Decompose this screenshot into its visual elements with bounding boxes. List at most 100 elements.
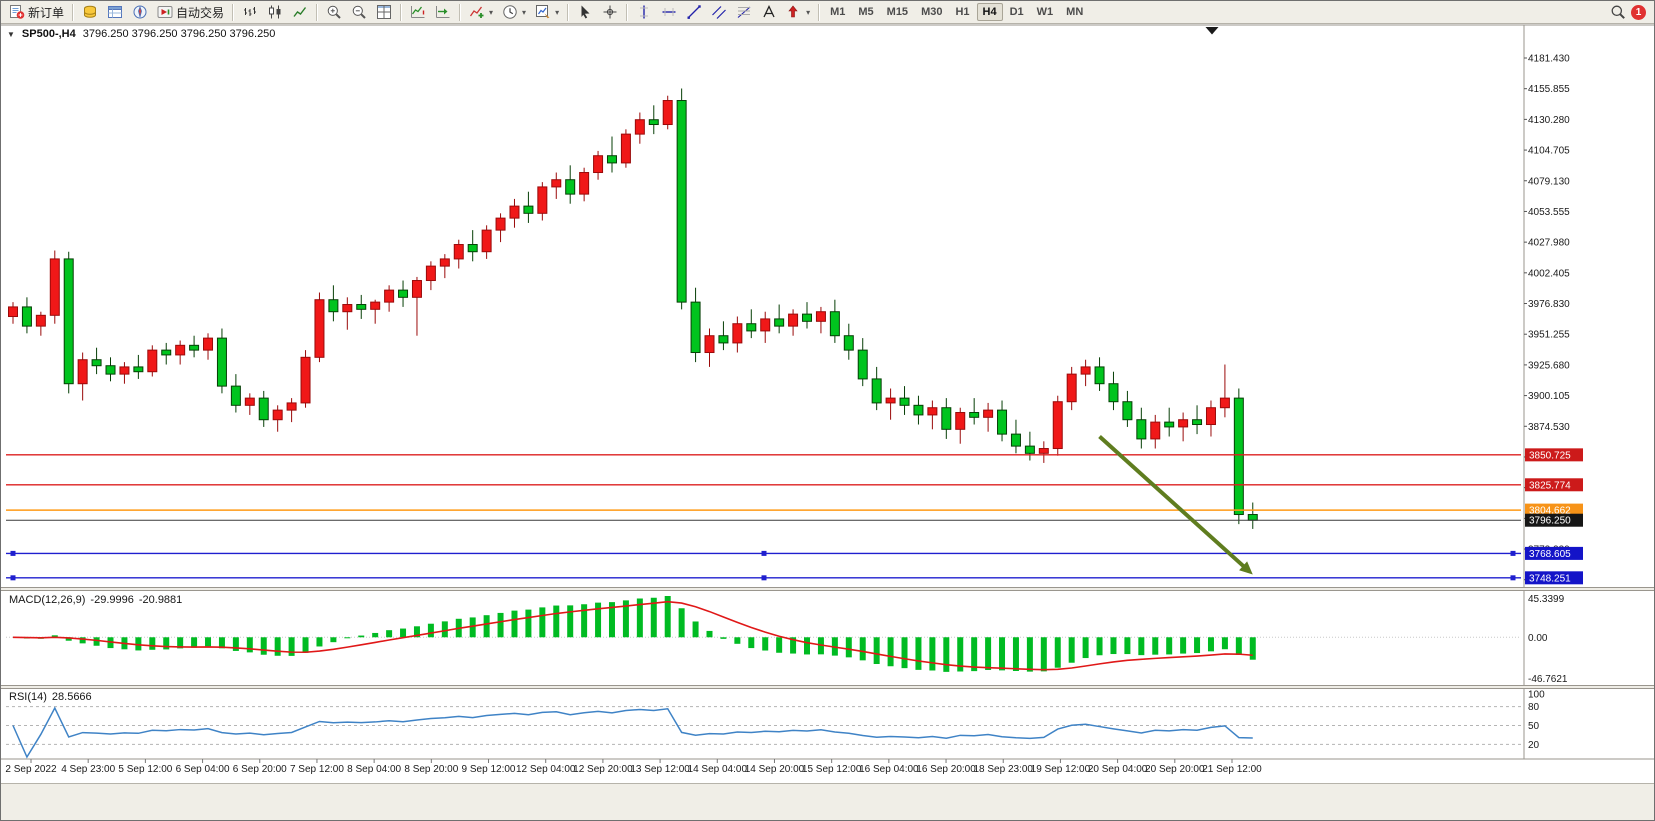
timeframe-D1-button[interactable]: D1	[1009, 6, 1024, 18]
dropdown-caret-icon: ▾	[555, 7, 560, 17]
timeframe-M30-button[interactable]: M30	[921, 6, 943, 18]
macd-indicator-label: MACD(12,26,9) -29.9996 -20.9881	[9, 594, 187, 606]
toolbar-cursor-tool-button[interactable]	[573, 2, 597, 22]
toolbar-separator	[818, 3, 821, 21]
panel-splitter[interactable]	[1, 587, 1655, 591]
candle-body	[997, 409, 1008, 435]
price-tag	[1525, 571, 1583, 585]
candle-body	[314, 299, 325, 358]
candle-body	[955, 412, 966, 430]
candle-body	[927, 407, 938, 416]
dropdown-caret-icon: ▾	[522, 7, 527, 17]
timeframe-M5-button[interactable]: M5	[858, 6, 874, 18]
candle-body	[871, 378, 882, 404]
toolbar-data-window-button[interactable]	[103, 2, 127, 22]
price-tick-label: 4027.980	[1528, 238, 1570, 249]
toolbar-chart-shift-button[interactable]	[431, 2, 455, 22]
toolbar-candlestick-mode-button[interactable]	[263, 2, 287, 22]
chartshift-icon	[435, 4, 451, 20]
timeframe-H4-button[interactable]: H4	[976, 3, 1003, 21]
line-handle[interactable]	[10, 550, 16, 556]
candle-body	[1178, 419, 1189, 428]
trend-arrow-shaft[interactable]	[1098, 435, 1247, 570]
candle-body	[1247, 514, 1258, 521]
toolbar-navigator-button[interactable]	[128, 2, 152, 22]
toolbar-indicators-list-button[interactable]: ▾	[465, 2, 497, 22]
candle-body	[1150, 421, 1161, 440]
price-tick-label: 4130.280	[1528, 115, 1570, 126]
panel-splitter[interactable]	[1, 685, 1655, 689]
candle-body	[1122, 401, 1133, 421]
rsi-value: 28.5666	[51, 691, 92, 703]
candle-body	[969, 412, 980, 418]
toolbar-arrows-tool-button[interactable]: ▾	[782, 2, 814, 22]
toolbar-templates-button[interactable]: ▾	[531, 2, 563, 22]
symbol-search-button[interactable]	[1606, 2, 1630, 22]
toolbar-zoom-out-button[interactable]	[347, 2, 371, 22]
chart-title-bar: ▼ SP500-,H4 3796.250 3796.250 3796.250 3…	[7, 28, 275, 40]
macd-signal-line	[12, 600, 1253, 671]
candle-body	[1164, 421, 1175, 428]
candle-body	[63, 258, 74, 385]
notification-badge[interactable]: 1	[1631, 4, 1646, 20]
toolbar-market-watch-button[interactable]	[78, 2, 102, 22]
hline-icon	[661, 4, 677, 20]
time-axis-label: 12 Sep 20:00	[573, 764, 633, 775]
candle-body	[133, 366, 144, 373]
candle-body	[606, 155, 617, 164]
line-handle[interactable]	[1510, 575, 1516, 581]
toolbar-crosshair-tool-button[interactable]	[598, 2, 622, 22]
toolbar-horizontal-line-tool-button[interactable]	[657, 2, 681, 22]
candle-body	[1080, 366, 1091, 375]
timeframe-M15-button[interactable]: M15	[886, 6, 909, 18]
toolbar-auto-scroll-button[interactable]	[406, 2, 430, 22]
candle-body	[857, 349, 868, 380]
candle-body	[328, 299, 339, 313]
time-axis-label: 6 Sep 20:00	[233, 764, 287, 775]
toolbar-bar-chart-mode-button[interactable]	[238, 2, 262, 22]
candle-body	[189, 344, 200, 351]
candle-body	[384, 289, 395, 303]
price-tag	[1525, 448, 1583, 462]
price-tag-label: 3850.725	[1529, 450, 1571, 461]
candle-body	[579, 172, 590, 195]
clock-icon	[502, 4, 518, 20]
status-bar	[1, 783, 1654, 820]
line-handle[interactable]	[761, 550, 767, 556]
timeframe-MN-button[interactable]: MN	[1066, 6, 1084, 18]
toolbar-new-order-button[interactable]: 新订单	[5, 2, 68, 23]
data-window-icon	[107, 4, 123, 20]
toolbar-zoom-in-button[interactable]	[322, 2, 346, 22]
toolbar-line-chart-mode-button[interactable]	[288, 2, 312, 22]
timeframe-W1-button[interactable]: W1	[1036, 6, 1054, 18]
trend-arrow-head[interactable]	[1239, 561, 1253, 575]
timeframe-M1-button[interactable]: M1	[830, 6, 846, 18]
chart-shift-marker[interactable]	[1205, 27, 1219, 35]
timeframe-H1-button[interactable]: H1	[955, 6, 970, 18]
candle-body	[1136, 419, 1147, 440]
toolbar-fibonacci-tool-button[interactable]	[732, 2, 756, 22]
toolbar-channel-tool-button[interactable]	[707, 2, 731, 22]
toolbar-trendline-tool-button[interactable]	[682, 2, 706, 22]
price-tick-label: 4104.705	[1528, 146, 1570, 157]
line-handle[interactable]	[10, 575, 16, 581]
zoom-in-icon	[326, 4, 342, 20]
price-tag-label: 3796.250	[1529, 516, 1571, 527]
toolbar-text-tool-button[interactable]	[757, 2, 781, 22]
candle-body	[258, 397, 269, 421]
line-handle[interactable]	[761, 575, 767, 581]
time-axis-label: 2 Sep 2022	[5, 764, 57, 775]
candle-body	[411, 280, 422, 298]
one-click-trading-toggle[interactable]: ▼	[7, 29, 15, 39]
toolbar-tile-windows-button[interactable]	[372, 2, 396, 22]
candle-body	[718, 335, 729, 344]
price-tick-label: 4181.430	[1528, 54, 1570, 65]
time-axis-label: 16 Sep 04:00	[859, 764, 919, 775]
toolbar-separator	[72, 3, 75, 21]
toolbar-vertical-line-tool-button[interactable]	[632, 2, 656, 22]
toolbar-auto-trading-button[interactable]: 自动交易	[153, 2, 228, 23]
toolbar-periods-button[interactable]: ▾	[498, 2, 530, 22]
price-tick-label: 4079.130	[1528, 176, 1570, 187]
line-handle[interactable]	[1510, 550, 1516, 556]
